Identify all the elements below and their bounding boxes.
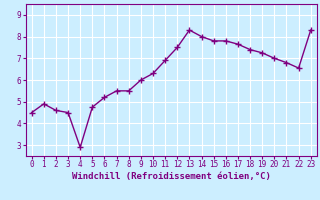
X-axis label: Windchill (Refroidissement éolien,°C): Windchill (Refroidissement éolien,°C) (72, 172, 271, 181)
